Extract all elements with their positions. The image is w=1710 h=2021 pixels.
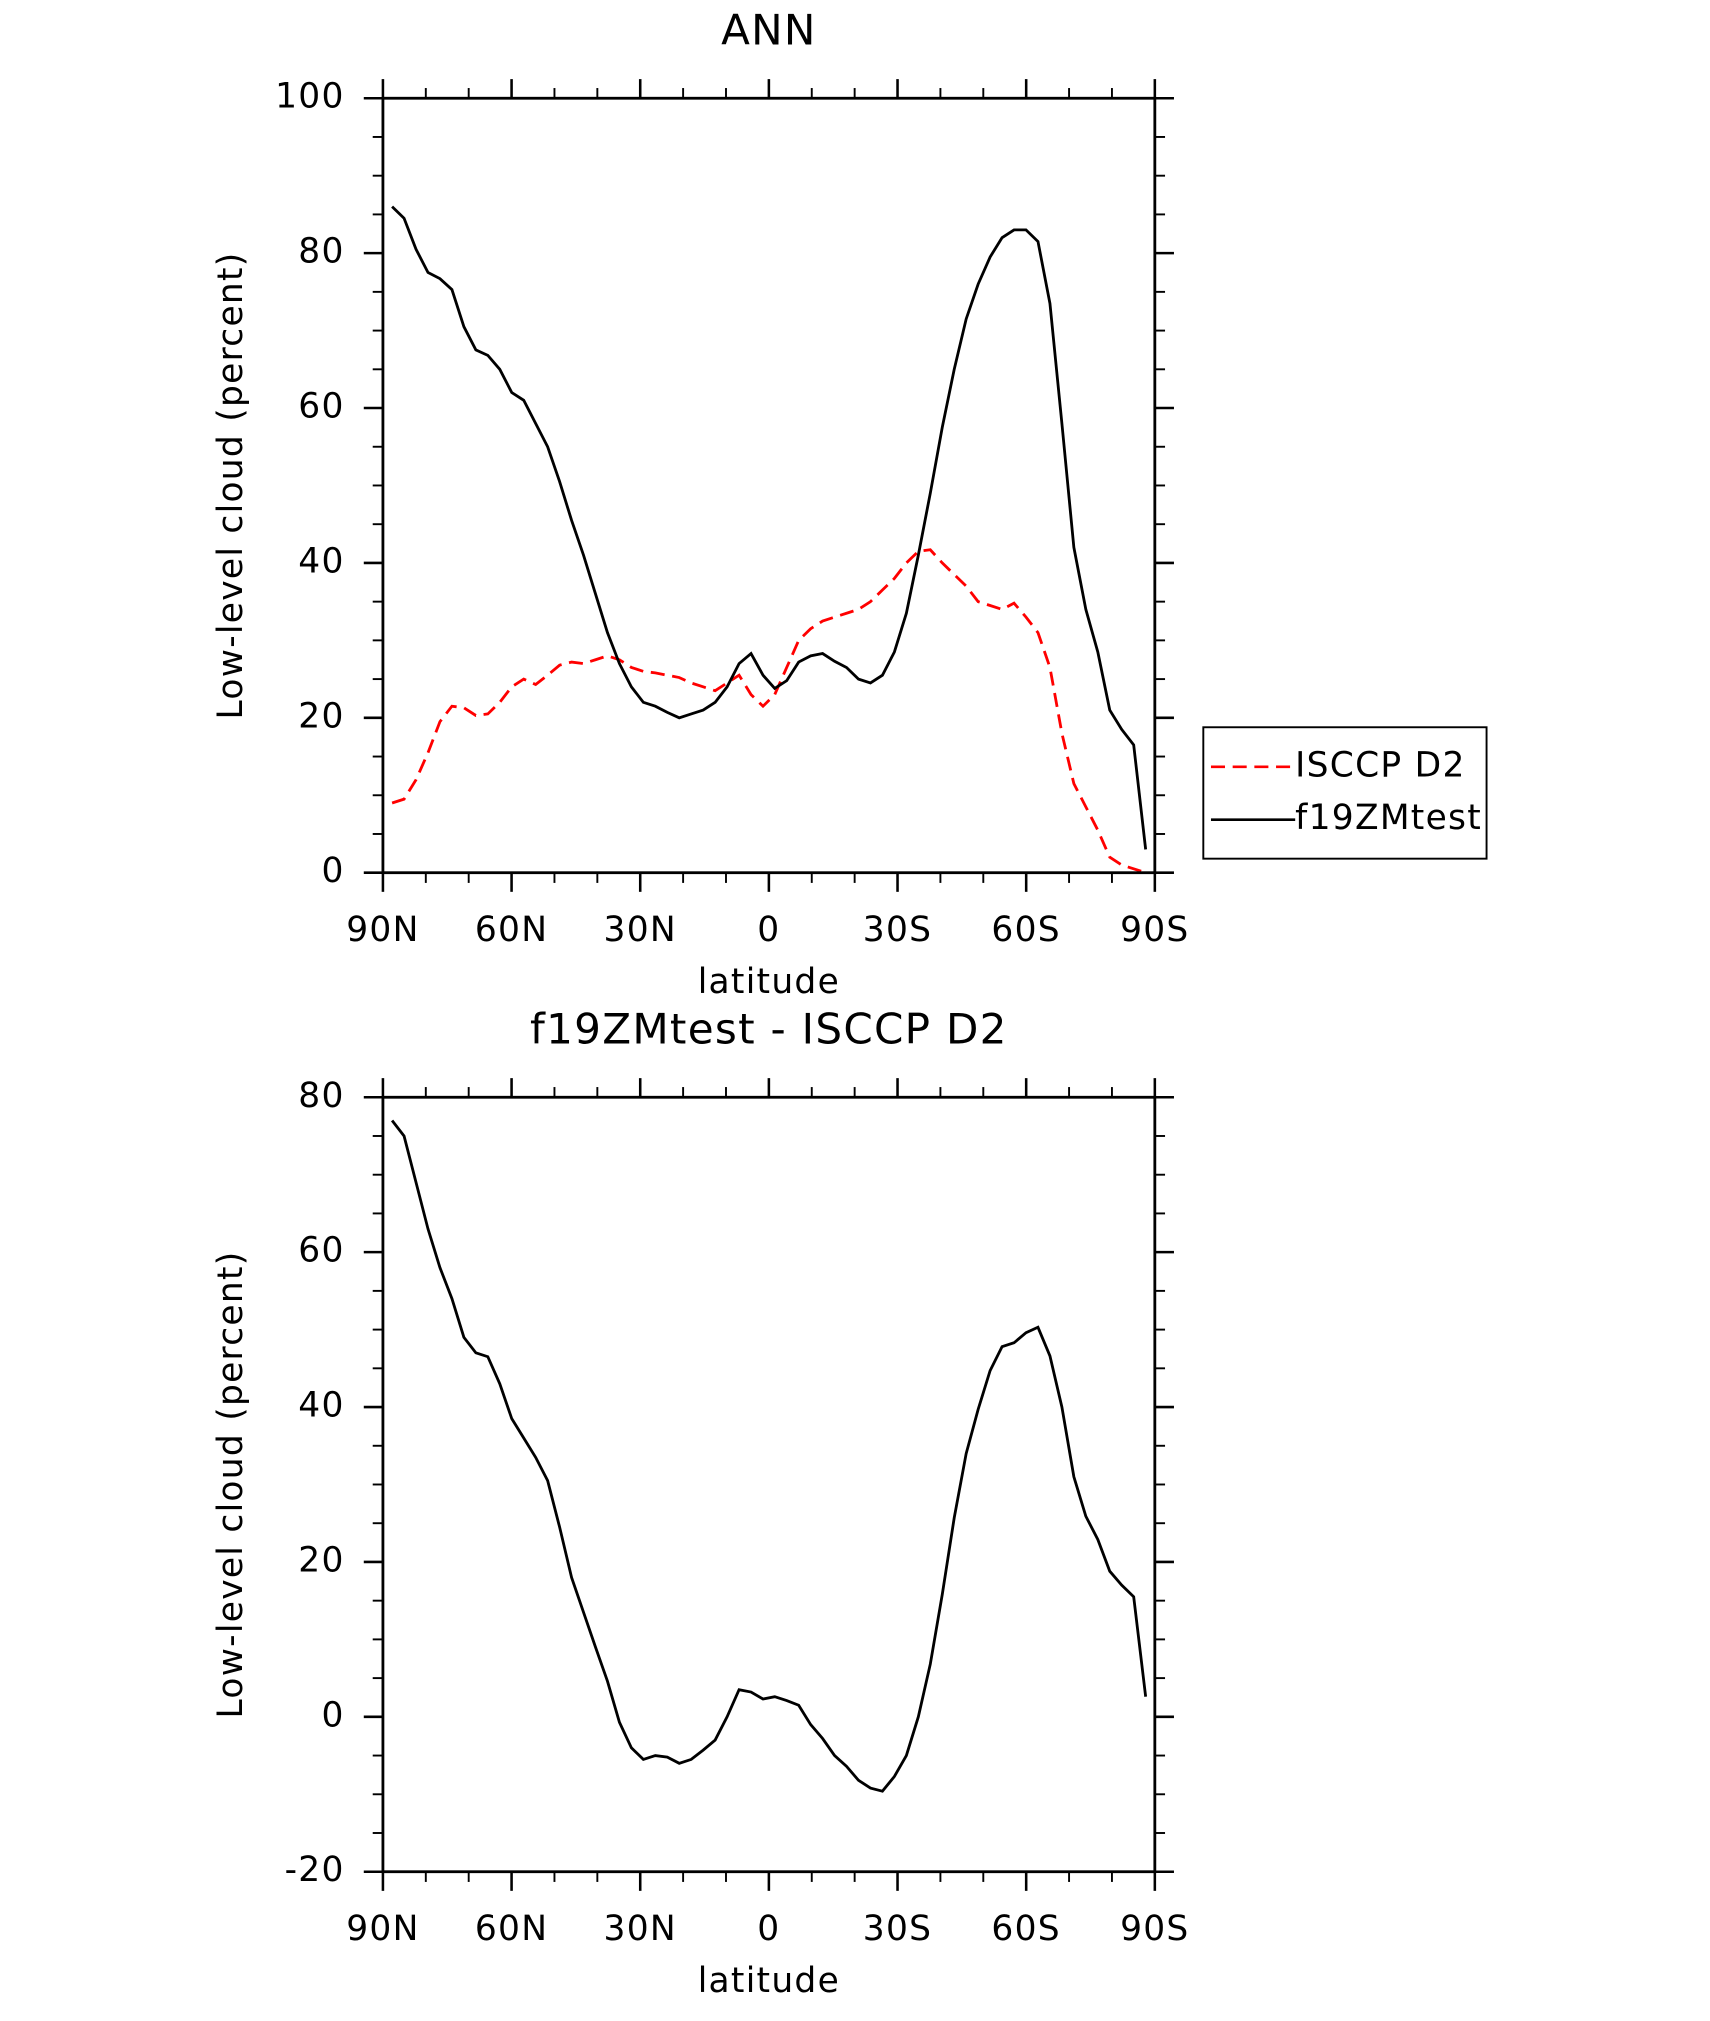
y-tick-label: 40 — [298, 541, 344, 581]
chart-title: f19ZMtest - ISCCP D2 — [530, 1005, 1008, 1054]
x-tick-label: 30N — [604, 910, 677, 950]
x-tick-label: 30S — [863, 910, 933, 950]
x-tick-label: 90N — [346, 1909, 419, 1949]
y-tick-label: 0 — [321, 851, 344, 891]
x-axis-label: latitude — [698, 962, 840, 1002]
y-tick-label: 20 — [298, 696, 344, 736]
legend-box — [1202, 726, 1488, 860]
y-tick-label: 100 — [275, 77, 345, 117]
legend-label: f19ZMtest — [1295, 798, 1482, 838]
y-tick-label: 60 — [298, 387, 344, 427]
chart-title: ANN — [721, 6, 817, 55]
data-line — [391, 205, 1148, 850]
plot-frame — [381, 96, 1157, 875]
x-tick-label: 60N — [475, 910, 548, 950]
y-tick-label: 0 — [321, 1695, 344, 1735]
y-axis-label: Low-level cloud (percent) — [211, 1251, 251, 1719]
x-tick-label: 0 — [757, 1909, 780, 1949]
x-tick-label: 60S — [991, 910, 1061, 950]
x-tick-label: 90S — [1120, 1909, 1190, 1949]
x-tick-label: 90N — [346, 910, 419, 950]
data-line — [391, 548, 1147, 875]
data-line — [390, 1119, 1148, 1793]
x-tick-label: 60S — [991, 1909, 1061, 1949]
x-tick-label: 60N — [475, 1909, 548, 1949]
y-tick-label: 60 — [298, 1231, 344, 1271]
y-tick-label: 40 — [298, 1386, 344, 1426]
y-tick-label: -20 — [285, 1850, 345, 1890]
y-tick-label: 80 — [298, 1076, 344, 1116]
x-axis-label: latitude — [698, 1961, 840, 2001]
x-tick-label: 90S — [1120, 910, 1190, 950]
y-tick-label: 80 — [298, 232, 344, 272]
plot-frame — [381, 1095, 1157, 1874]
x-tick-label: 0 — [757, 910, 780, 950]
y-axis-label: Low-level cloud (percent) — [211, 251, 251, 719]
legend-label: ISCCP D2 — [1295, 745, 1465, 785]
y-tick-label: 20 — [298, 1540, 344, 1580]
x-tick-label: 30S — [863, 1909, 933, 1949]
x-tick-label: 30N — [604, 1909, 677, 1949]
